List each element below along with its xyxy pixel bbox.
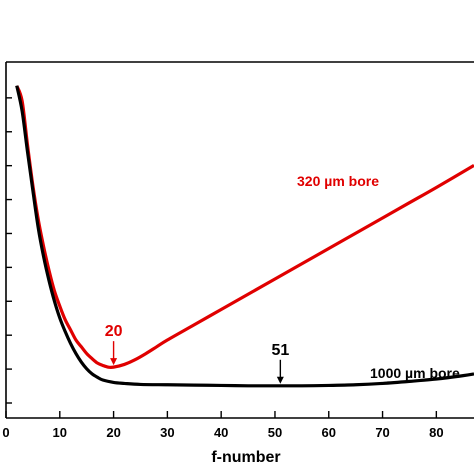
x-tick-label: 70 [375, 425, 389, 440]
series-label-1000um-bore: 1000 µm bore [370, 365, 460, 381]
x-axis-title: f-number [211, 449, 280, 466]
x-tick-label: 80 [429, 425, 443, 440]
x-tick-label: 30 [160, 425, 174, 440]
x-tick-label: 20 [106, 425, 120, 440]
x-tick-label: 60 [322, 425, 336, 440]
x-tick-label: 0 [2, 425, 9, 440]
x-ticks: 0 10 20 30 40 50 60 70 80 [2, 411, 444, 440]
annotation-label-20: 20 [105, 323, 123, 340]
x-tick-label: 50 [268, 425, 282, 440]
x-tick-label: 40 [214, 425, 228, 440]
x-tick-label: 10 [53, 425, 67, 440]
axes [5, 61, 474, 419]
annotation-arrowhead [110, 358, 118, 366]
annotation-label-51: 51 [271, 342, 289, 359]
series-line-320um-bore [15, 85, 474, 370]
y-ticks [6, 97, 12, 404]
series-label-320um-bore: 320 µm bore [297, 173, 379, 189]
annotation-arrowhead [276, 376, 284, 384]
annotation-layer: 320 µm bore 1000 µm bore 20 51 [105, 173, 460, 384]
series-layer [15, 85, 474, 388]
series-line-1000um-bore [15, 85, 474, 388]
